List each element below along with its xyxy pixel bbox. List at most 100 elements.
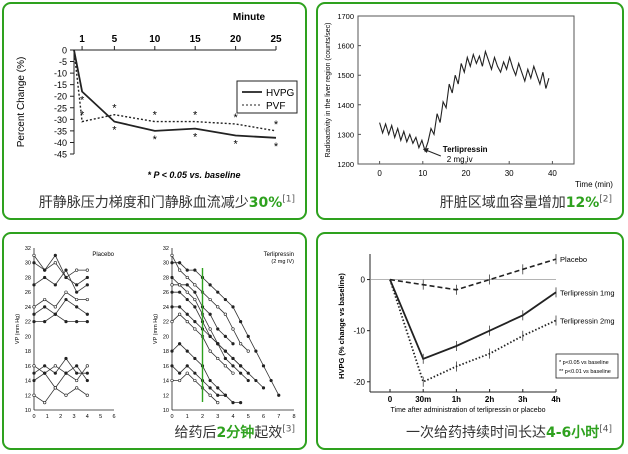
sub1-point <box>216 356 220 361</box>
sub0-x-tick-label: 3 <box>72 414 75 420</box>
y-axis-title: Percent Change (%) <box>16 57 27 148</box>
x-tick-label-10: 10 <box>418 169 427 178</box>
sub1-point <box>239 342 243 346</box>
x-tick-label-20: 20 <box>230 34 242 45</box>
sub0-point <box>75 297 79 302</box>
sub0-point <box>64 371 68 375</box>
sub0-point <box>32 283 36 287</box>
x-axis-title: Time after administration of terlipressi… <box>391 407 546 414</box>
x-tick-label-25: 25 <box>270 34 282 45</box>
legend-box <box>236 80 298 114</box>
sub0-y-tick-label: 18 <box>25 349 31 355</box>
sub1-point <box>239 371 243 375</box>
sub1-point <box>208 327 212 331</box>
sub1-point <box>246 371 250 375</box>
sub0-x-tick-label: 5 <box>99 414 102 420</box>
sub1-point <box>178 342 182 346</box>
sub1-x-tick-label: 4 <box>231 414 234 420</box>
x-tick-label-0: 0 <box>388 395 393 404</box>
sub0-point <box>32 393 36 397</box>
sub0-point <box>75 283 79 287</box>
sub1-point <box>170 283 174 287</box>
sub1-point <box>185 364 189 368</box>
sub0-point <box>43 275 47 280</box>
sub1-y-tick-label: 28 <box>163 275 169 281</box>
sub0-point <box>75 320 79 324</box>
x-tick-label-5: 5 <box>112 34 118 45</box>
sub1-x-tick-label: 1 <box>186 414 189 420</box>
sub0-series-1 <box>33 254 88 286</box>
hvpg-marker: * <box>193 132 198 144</box>
panel-hvpg-duration-chart: 0 -10 -20 0 30m 1h 2h 3h 4h Time after administra… <box>316 232 624 450</box>
annotation-line-2: 2 mg iv <box>447 155 473 164</box>
sub1-series-1 <box>172 262 280 396</box>
injection-arrow-head <box>422 148 429 153</box>
sub1-point <box>246 349 250 353</box>
sub0-point <box>43 268 47 272</box>
y-tick-label--15: -15 <box>54 80 67 90</box>
sub1-point <box>254 378 258 383</box>
sub1-point <box>223 364 227 368</box>
sub1-point <box>193 305 197 309</box>
footnote-line-2: ** p<0.01 vs baseline <box>559 369 611 375</box>
sub1-point <box>178 268 182 272</box>
sub1-point <box>261 386 266 390</box>
sub1-point <box>185 268 189 272</box>
radioactivity-trace <box>379 49 550 153</box>
series-label-1: Terlipressin 1mg <box>560 288 615 297</box>
panel-vp-chart: 10 12 14 16 18 20 22 24 26 28 30 32 0 1 2 3 4 5 6 VP (mm Hg… <box>2 232 307 450</box>
pvf-marker: * <box>274 119 279 131</box>
series-line-0 <box>389 258 557 291</box>
sub0-y-tick-label: 32 <box>25 246 31 252</box>
sub1-y-tick-label: 30 <box>163 261 169 267</box>
sub0-point <box>75 364 79 368</box>
sub0-point <box>85 320 89 324</box>
sub0-point <box>53 305 57 309</box>
sub0-y-tick-label: 22 <box>25 320 31 326</box>
sub0-point <box>43 305 47 309</box>
sub1-series-3 <box>172 284 241 367</box>
pvf-marker: * <box>80 110 85 122</box>
sub1-point <box>269 378 273 383</box>
sub0-point <box>32 320 36 324</box>
sub0-x-tick-label: 1 <box>46 414 49 420</box>
sub1-y-tick-label: 14 <box>163 379 169 385</box>
sub1-y-tick-label: 20 <box>163 334 169 340</box>
x-tick-label-20: 20 <box>462 169 471 178</box>
legend-hvpg-label: HVPG <box>266 88 295 99</box>
sub1-y-tick-label: 10 <box>163 408 169 414</box>
sub0-x-tick-label: 2 <box>59 414 62 420</box>
sub1-point <box>185 283 189 287</box>
sub1-y-tick-label: 12 <box>163 393 169 399</box>
liver-radioactivity-chart: 0 10 20 30 40 Time (min) 1200 1300 1400 1500 1600 1… <box>325 12 613 189</box>
y-axis-title: HVPG (% change vs baseline) <box>337 273 346 379</box>
x-tick-label-1: 1 <box>79 34 85 45</box>
sub0-point <box>43 364 47 368</box>
sub0-point <box>85 312 89 316</box>
y-tick-label--45: -45 <box>54 150 67 160</box>
sub1-x-tick-label: 5 <box>247 414 250 420</box>
sub0-series-8 <box>33 365 88 389</box>
sub1-point <box>223 349 227 353</box>
sub1-point <box>223 393 227 397</box>
injection-arrow-line <box>425 149 441 157</box>
sub1-point <box>178 283 182 287</box>
sub1-point <box>170 305 174 309</box>
sub1-point <box>231 356 235 361</box>
sub0-point <box>85 393 89 397</box>
sub1-point <box>178 305 182 309</box>
sub1-point <box>216 386 220 390</box>
hvpg-duration-chart: 0 -10 -20 0 30m 1h 2h 3h 4h Time after administra… <box>337 254 619 414</box>
y-tick-label-1400: 1400 <box>337 101 354 110</box>
sub1-point <box>223 297 227 302</box>
x-tick-label-4h: 4h <box>551 395 560 404</box>
sub0-point <box>85 364 89 368</box>
x-tick-label-15: 15 <box>190 34 202 45</box>
sub0-point <box>64 275 68 280</box>
sub1-point <box>170 261 174 265</box>
sub0-title: Placebo <box>92 252 114 258</box>
sub0-series-9 <box>33 387 88 404</box>
sub1-point <box>231 327 235 331</box>
sub0-x-tick-label: 6 <box>112 414 115 420</box>
sub1-point <box>208 378 212 383</box>
